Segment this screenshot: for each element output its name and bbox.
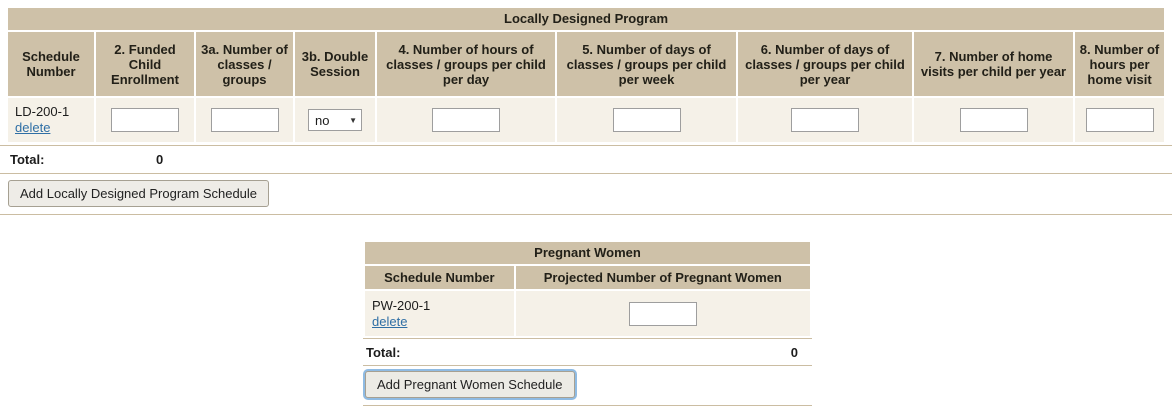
column-header-funded-enrollment: 2. Funded Child Enrollment — [96, 32, 194, 96]
column-header-double-session: 3b. Double Session — [295, 32, 375, 96]
total-label: Total: — [10, 152, 45, 167]
schedule-number: LD-200-1 — [15, 104, 70, 119]
num-classes-input[interactable] — [210, 108, 279, 132]
pw-divider — [363, 405, 812, 406]
pw-schedule-row: PW-200-1 delete — [365, 291, 810, 336]
pw-schedule-number: PW-200-1 — [372, 297, 431, 313]
column-header-home-visits-per-year: 7. Number of home visits per child per y… — [914, 32, 1073, 96]
column-header-hours-per-home-visit: 8. Number of hours per home visit — [1075, 32, 1165, 96]
double-session-value: no — [315, 112, 330, 128]
divider — [0, 214, 1172, 215]
column-header-pw-projected-number: Projected Number of Pregnant Women — [515, 266, 810, 289]
ld-schedule-row: LD-200-1 delete no ▼ — [8, 98, 1165, 142]
pregnant-women-count-input[interactable] — [628, 301, 697, 326]
column-header-days-per-year: 6. Number of days of classes / groups pe… — [738, 32, 912, 96]
pw-total-label: Total: — [366, 345, 401, 360]
days-per-week-input[interactable] — [612, 108, 681, 132]
column-header-pw-schedule-number: Schedule Number — [365, 266, 514, 289]
delete-link[interactable]: delete — [15, 120, 51, 135]
funded-enrollment-input[interactable] — [111, 108, 179, 132]
hours-per-home-visit-input[interactable] — [1085, 108, 1154, 132]
pregnant-women-section: Pregnant Women Schedule Number Projected… — [363, 240, 812, 406]
pw-header-row: Schedule Number Projected Number of Preg… — [365, 266, 810, 289]
double-session-select[interactable]: no ▼ — [308, 109, 362, 131]
home-visits-per-year-input[interactable] — [959, 108, 1028, 132]
pw-total-row: Total: 0 — [363, 338, 812, 366]
ld-program-table: Locally Designed Program Schedule Number… — [6, 6, 1166, 144]
ld-program-title: Locally Designed Program — [8, 8, 1165, 30]
column-header-schedule-number: Schedule Number — [8, 32, 94, 96]
ld-total-row: Total: 0 — [0, 145, 1172, 174]
pw-schedule-cell: PW-200-1 delete — [365, 291, 514, 336]
pw-total-value: 0 — [790, 345, 798, 360]
column-header-num-classes: 3a. Number of classes / groups — [196, 32, 293, 96]
ld-program-section: Locally Designed Program Schedule Number… — [0, 6, 1172, 215]
pw-delete-link[interactable]: delete — [372, 313, 408, 329]
add-pw-schedule-button[interactable]: Add Pregnant Women Schedule — [365, 371, 575, 398]
ld-header-row: Schedule Number 2. Funded Child Enrollme… — [8, 32, 1165, 96]
add-ld-schedule-button[interactable]: Add Locally Designed Program Schedule — [8, 180, 270, 207]
column-header-days-per-week: 5. Number of days of classes / groups pe… — [557, 32, 736, 96]
hours-per-day-input[interactable] — [432, 108, 500, 132]
dropdown-arrow-icon: ▼ — [349, 115, 357, 125]
pregnant-women-title: Pregnant Women — [365, 242, 810, 264]
ld-schedule-cell: LD-200-1 delete — [8, 98, 94, 142]
days-per-year-input[interactable] — [791, 108, 859, 132]
pregnant-women-table: Pregnant Women Schedule Number Projected… — [363, 240, 812, 338]
column-header-hours-per-day: 4. Number of hours of classes / groups p… — [377, 32, 555, 96]
total-value: 0 — [156, 152, 164, 167]
